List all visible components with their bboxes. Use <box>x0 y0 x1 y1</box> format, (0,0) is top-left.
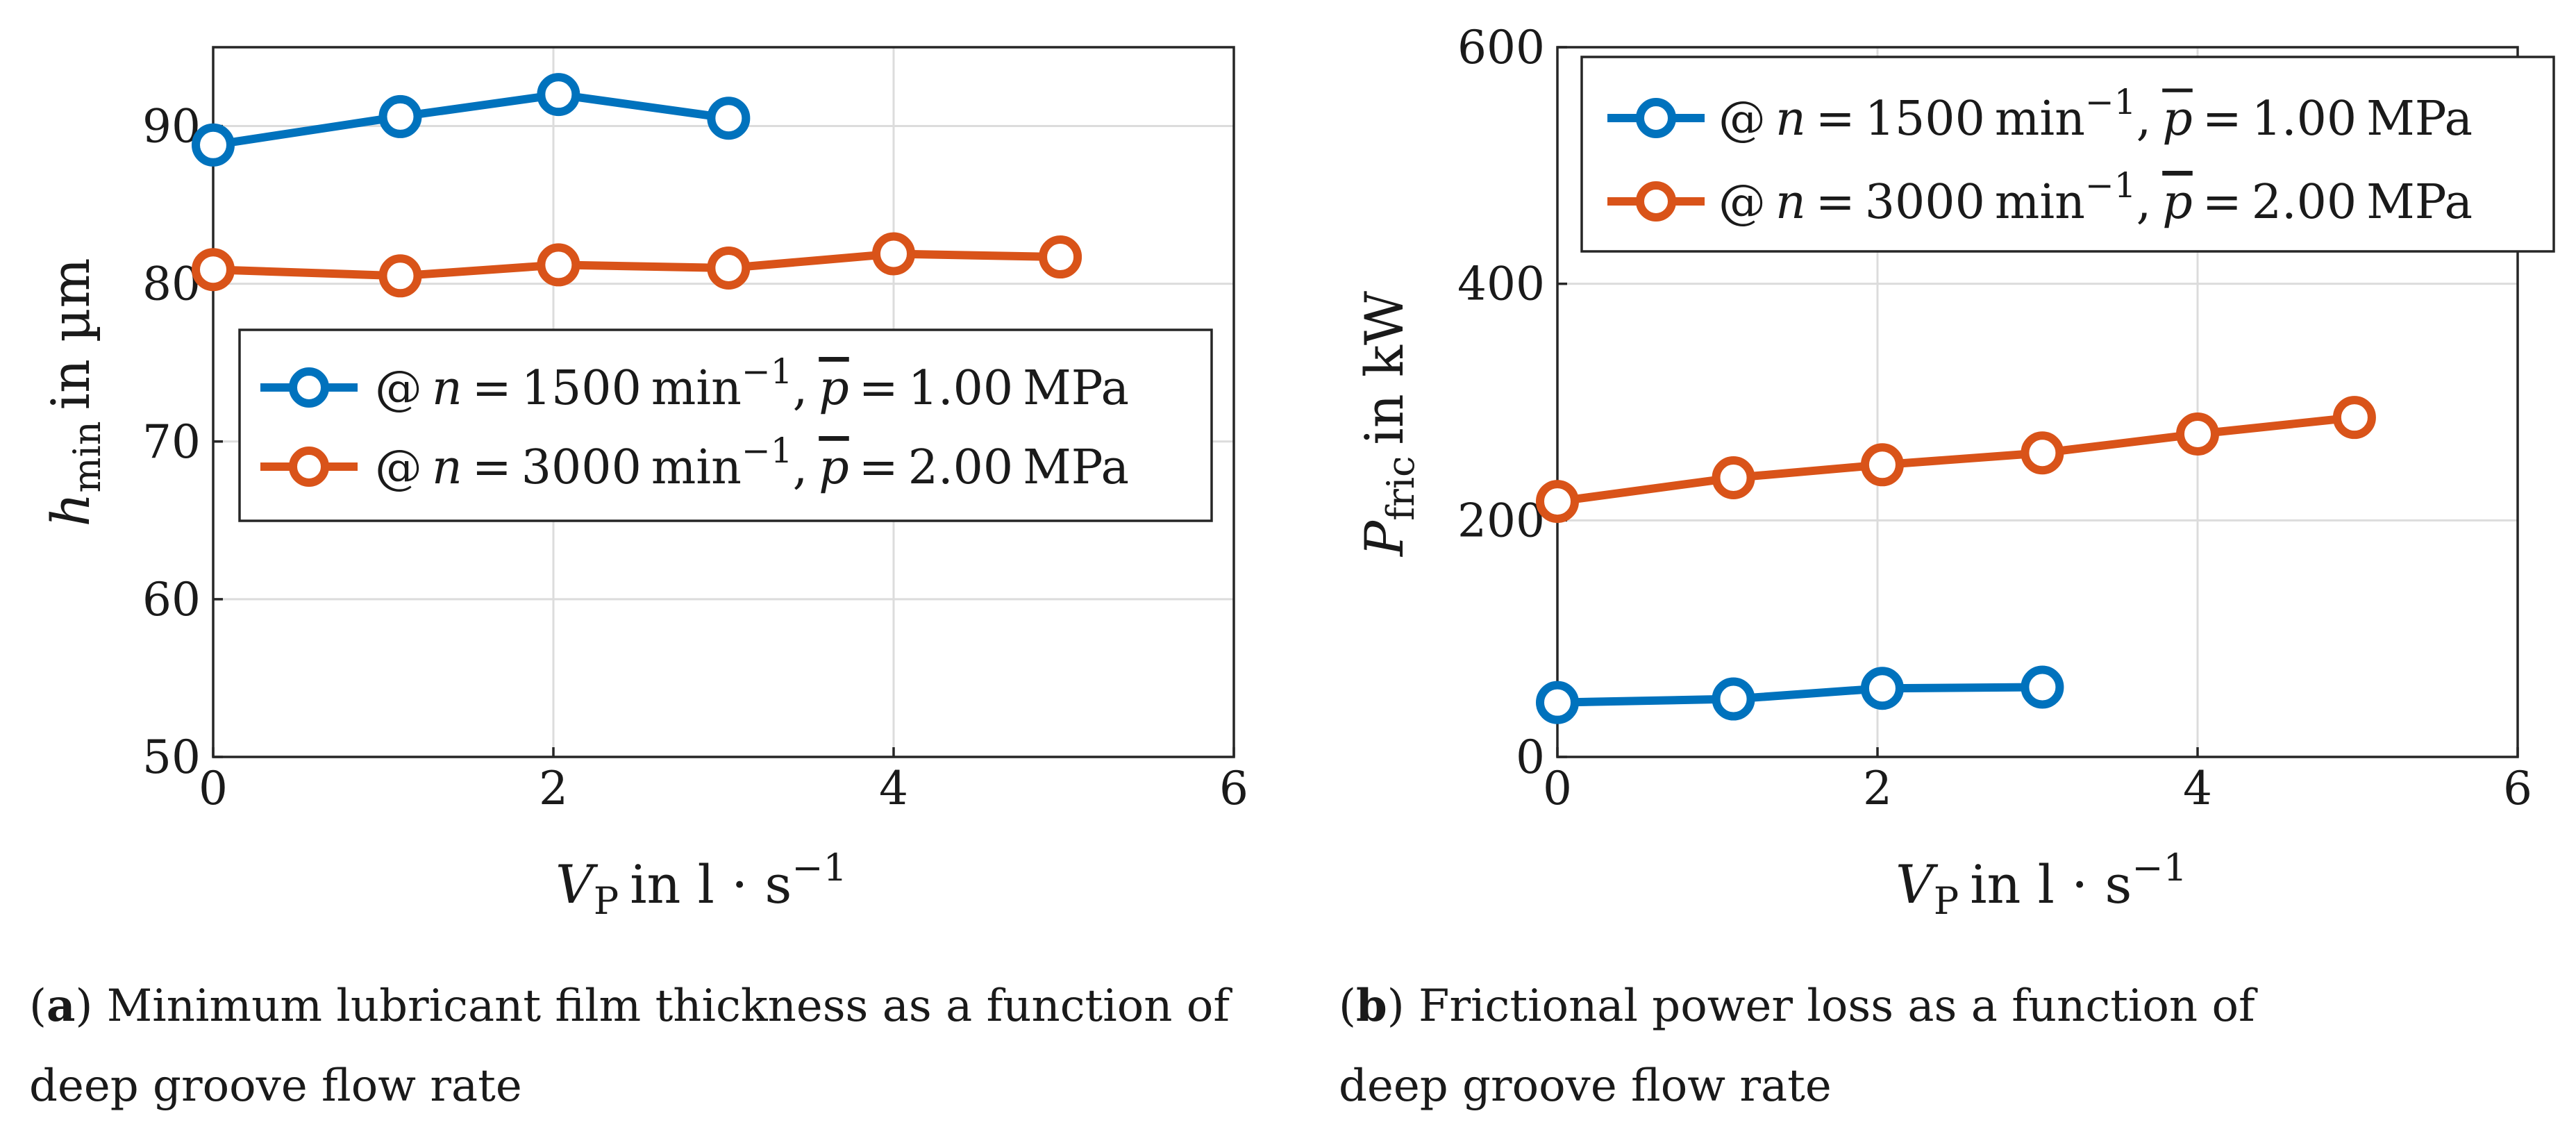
y-tick-label-a-0: 50 <box>142 731 201 784</box>
series-line-a-1 <box>212 90 730 149</box>
data-point-b-2-5 <box>2332 396 2376 440</box>
tick-labels-b: 0 2 4 6 0 200 400 600 <box>1457 21 2532 815</box>
data-point-b-1-1 <box>1712 677 1755 721</box>
x-tick-label-b-3: 6 <box>2503 762 2532 815</box>
y-label-h: h <box>40 493 101 527</box>
series-a <box>192 73 1082 298</box>
x-tick-label-b-1: 2 <box>1863 762 1892 815</box>
x-label-v-b: V <box>1896 853 1939 915</box>
y-label-p: P <box>1353 519 1415 558</box>
data-point-a-2-2 <box>537 243 580 287</box>
panel-a: 0 2 4 6 50 60 70 80 90 hmin in µm VP in l · s−1 @ n… <box>29 46 1248 1112</box>
data-point-a-2-0 <box>192 248 235 292</box>
data-point-a-2-5 <box>1039 235 1082 279</box>
series-b <box>1536 396 2376 724</box>
x-label-v-sub-b: P <box>1934 879 1959 923</box>
y-label-p-sub: fric <box>1379 456 1423 521</box>
legend-b: @ n = 1500 min−1, p = 1.00 MPa @ n = 3000 min−1, p = 2.… <box>1580 56 2555 253</box>
legend-label-a-2: @ n = 3000 min−1, p = 2.00 MPa <box>375 431 1129 495</box>
caption-b-line2: deep groove flow rate <box>1339 1060 1832 1112</box>
tick-labels-a: 0 2 4 6 50 60 70 80 90 <box>142 100 1248 815</box>
data-point-b-1-3 <box>2021 665 2064 709</box>
series-line-a-2 <box>212 249 1061 281</box>
x-tick-label-a-1: 2 <box>539 762 568 815</box>
axes-box-b <box>1556 46 2519 758</box>
data-point-a-1-1 <box>378 94 422 138</box>
x-label-v-exp: −1 <box>792 846 847 890</box>
data-point-a-2-4 <box>872 232 915 276</box>
y-tick-label-b-0: 0 <box>1516 731 1545 784</box>
x-axis-label-b: VP in l · s−1 <box>1896 846 2187 923</box>
legend-label-b-2: @ n = 3000 min−1, p = 2.00 MPa <box>1718 165 2473 230</box>
data-point-a-1-2 <box>537 73 580 117</box>
y-tick-label-a-4: 90 <box>142 100 201 153</box>
y-tick-label-a-2: 70 <box>142 415 201 469</box>
caption-b: (b) Frictional power loss as a function … <box>1339 980 2258 1032</box>
data-point-a-1-0 <box>192 123 235 167</box>
data-point-b-2-2 <box>1860 443 1904 487</box>
x-label-v: V <box>555 853 599 915</box>
legend-label-b-1: @ n = 1500 min−1, p = 1.00 MPa <box>1718 82 2473 147</box>
y-tick-label-b-2: 400 <box>1457 258 1545 311</box>
data-point-b-1-0 <box>1536 681 1579 724</box>
x-label-v-exp-b: −1 <box>2132 846 2187 890</box>
x-axis-label-a: VP in l · s−1 <box>555 846 847 923</box>
x-tick-label-a-3: 6 <box>1219 762 1248 815</box>
y-tick-label-a-3: 80 <box>142 258 201 311</box>
data-point-a-2-1 <box>378 254 422 298</box>
x-label-v-rest: in l · s <box>630 853 792 915</box>
y-tick-label-b-1: 200 <box>1457 494 1545 547</box>
caption-a: (a) Minimum lubricant film thickness as … <box>29 980 1232 1032</box>
y-label-p-rest: in kW <box>1353 291 1415 445</box>
x-label-v-rest-b: in l · s <box>1970 853 2132 915</box>
legend-label-a-1: @ n = 1500 min−1, p = 1.00 MPa <box>375 351 1129 416</box>
legend-marker-b-2 <box>1636 181 1676 222</box>
data-point-b-2-4 <box>2176 412 2219 456</box>
y-axis-label-b: Pfric in kW <box>1353 291 1423 558</box>
x-label-v-sub: P <box>594 879 619 923</box>
data-point-b-2-3 <box>2021 431 2064 475</box>
series-line-b-2 <box>1557 413 2355 506</box>
y-tick-label-a-1: 60 <box>142 573 201 626</box>
y-label-h-rest: in µm <box>40 258 101 410</box>
x-tick-label-a-0: 0 <box>199 762 228 815</box>
y-label-h-sub: min <box>65 421 109 492</box>
legend-a: @ n = 1500 min−1, p = 1.00 MPa @ n = 3000 min−1, p = 2.… <box>238 328 1213 522</box>
axes-box-a <box>212 46 1235 758</box>
data-point-a-2-3 <box>707 246 751 290</box>
series-line-b-1 <box>1557 683 2043 707</box>
legend-box-b <box>1580 56 2555 253</box>
caption-a-line2: deep groove flow rate <box>29 1060 522 1112</box>
x-tick-label-a-2: 4 <box>879 762 908 815</box>
x-tick-label-b-0: 0 <box>1543 762 1572 815</box>
legend-box-a <box>238 328 1213 522</box>
data-point-b-2-0 <box>1536 480 1579 524</box>
legend-marker-b-1 <box>1636 98 1676 138</box>
data-point-a-1-3 <box>707 97 751 140</box>
legend-marker-a-2 <box>289 447 329 487</box>
data-point-b-1-2 <box>1860 667 1904 710</box>
legend-marker-a-1 <box>289 367 329 408</box>
x-tick-label-b-2: 4 <box>2183 762 2212 815</box>
y-tick-label-b-3: 600 <box>1457 21 1545 74</box>
data-point-b-2-1 <box>1712 456 1755 500</box>
y-axis-label-a: hmin in µm <box>40 258 109 526</box>
